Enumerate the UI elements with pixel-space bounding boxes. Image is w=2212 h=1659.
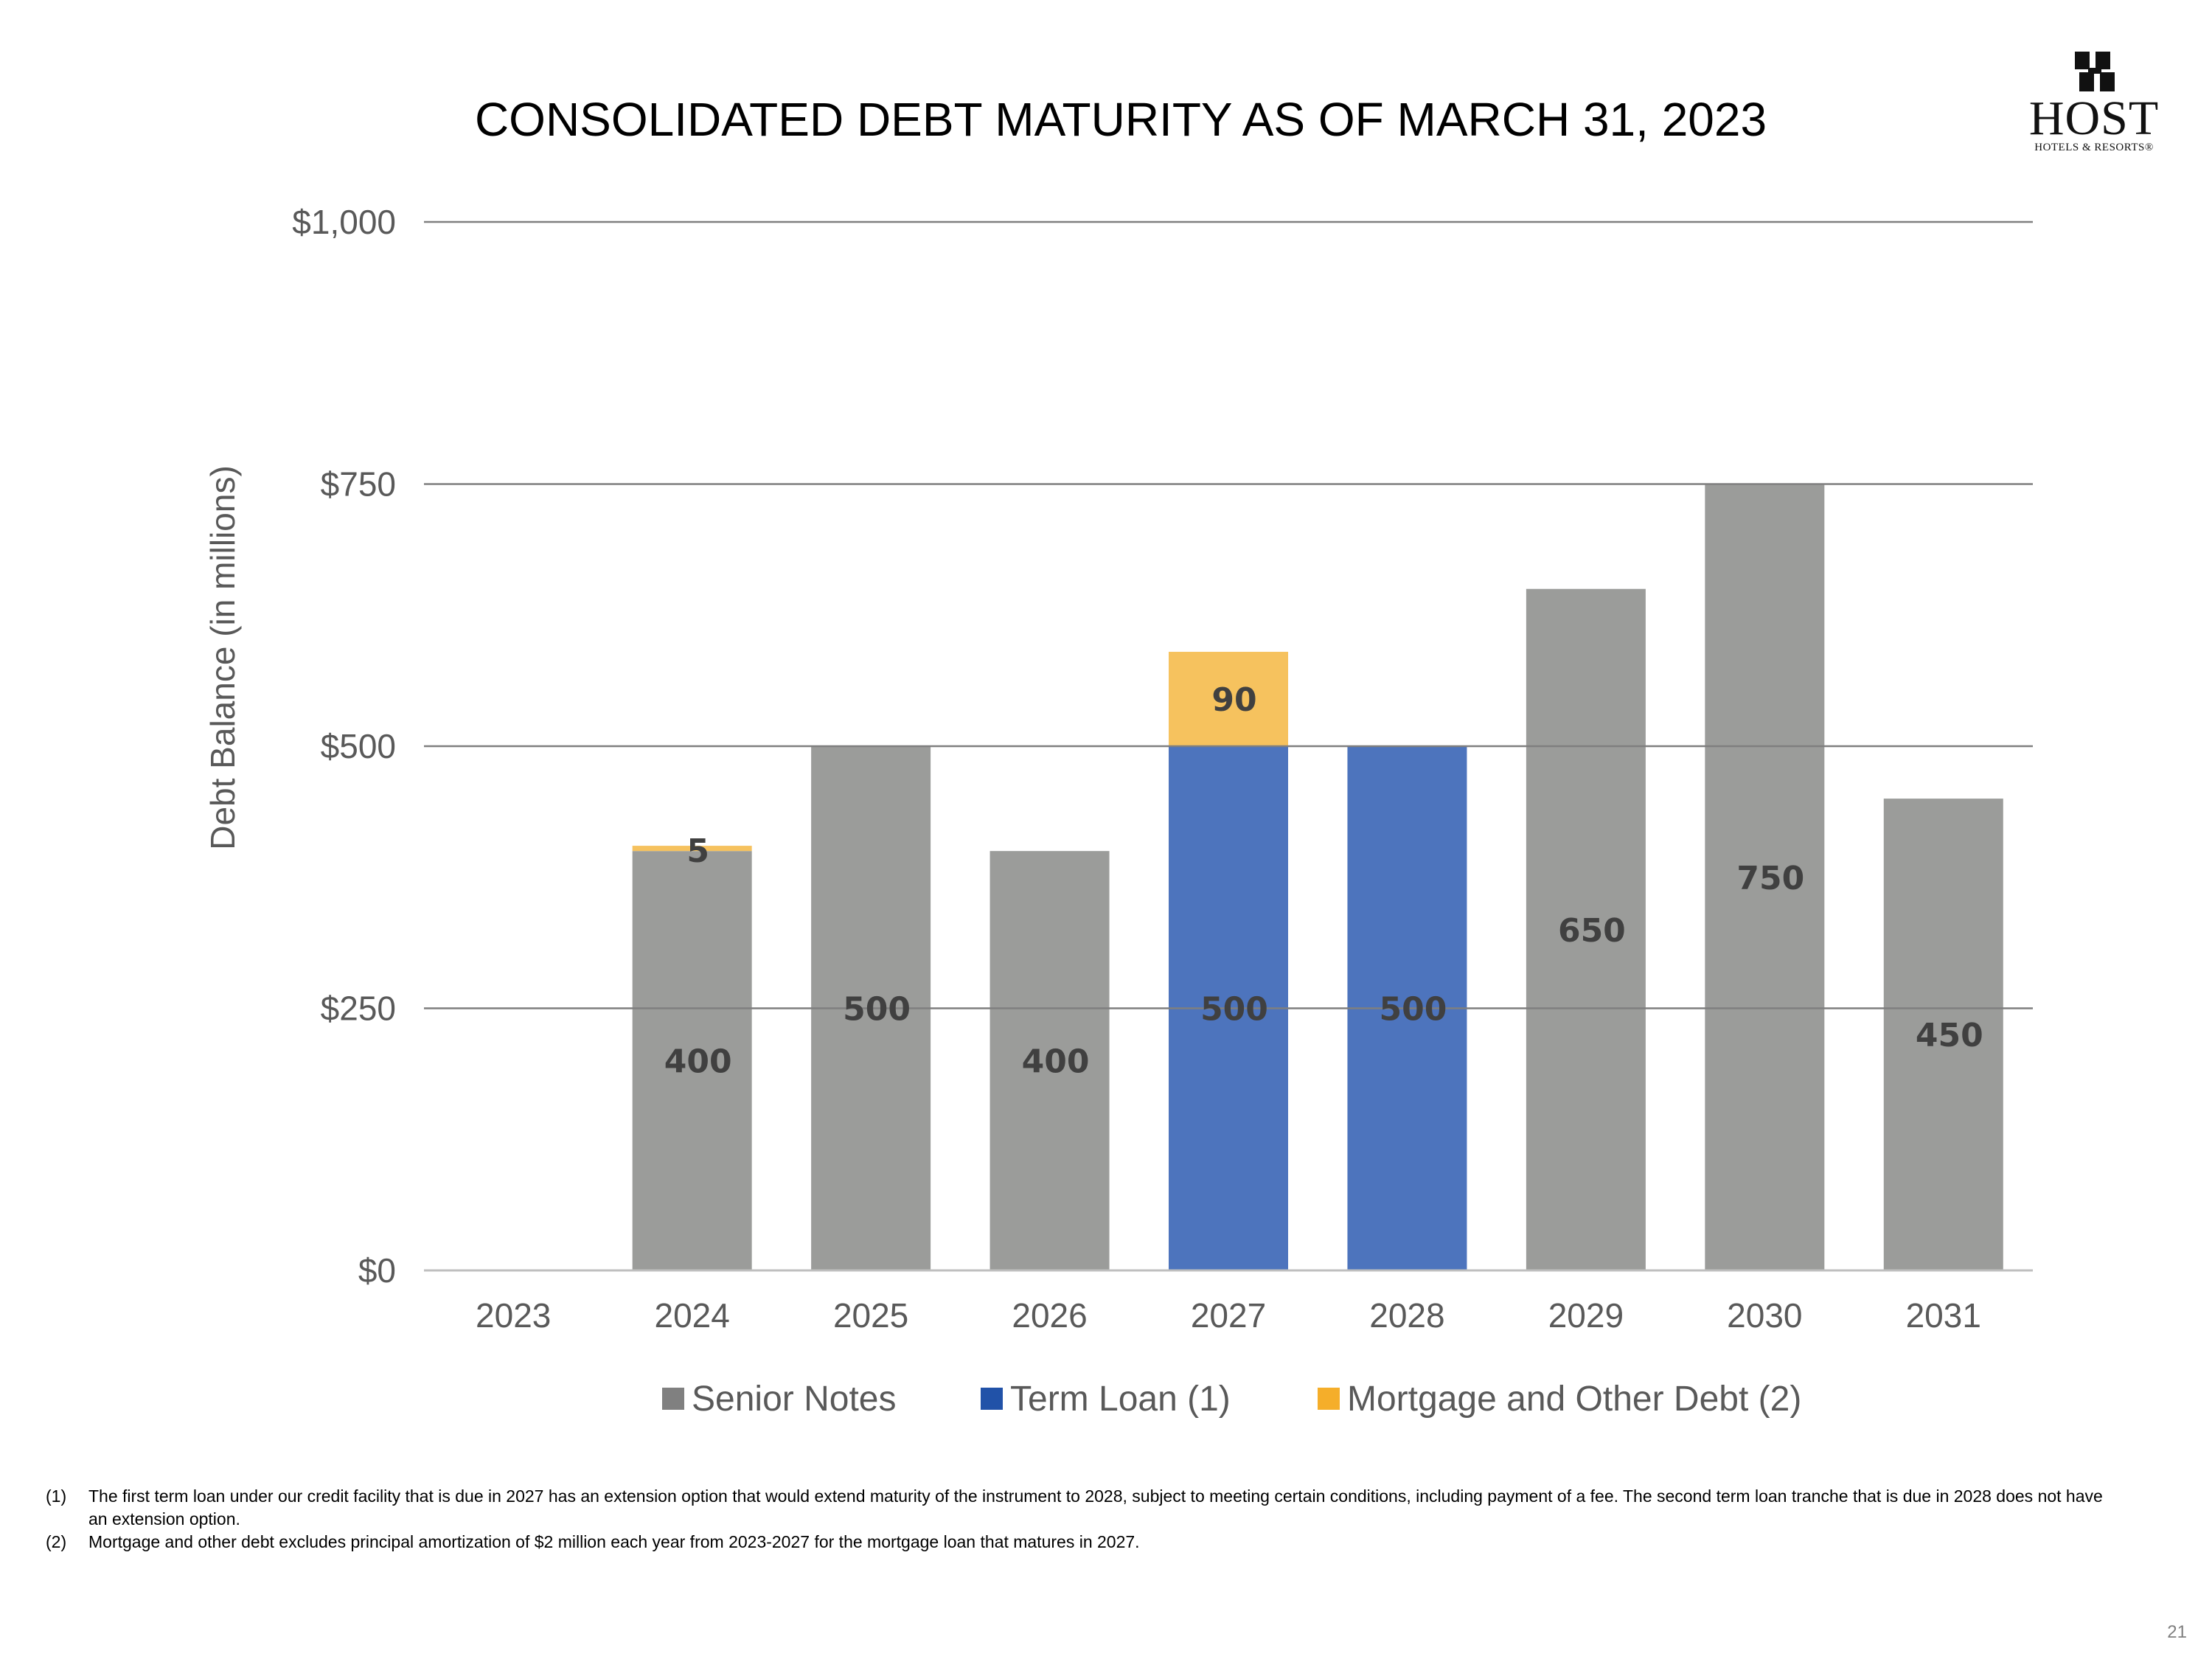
page-title: CONSOLIDATED DEBT MATURITY AS OF MARCH 3… [474,93,1767,146]
x-tick-label: 2029 [1548,1296,1624,1335]
footnote-text: The first term loan under our credit fac… [88,1486,2103,1528]
bar-senior-notes-2024 [632,851,752,1270]
data-label: 500 [1200,991,1268,1029]
bar-senior-notes-2026 [990,851,1110,1270]
footnote-number: (2) [46,1532,67,1551]
x-tick-label: 2030 [1727,1296,1802,1335]
legend-label: Senior Notes [692,1379,897,1419]
data-label: 750 [1736,860,1804,897]
y-tick-label: $0 [358,1251,396,1290]
bar-senior-notes-2030 [1705,484,1825,1270]
legend-label: Term Loan (1) [1010,1379,1231,1419]
footnote-2: (2) Mortgage and other debt excludes pri… [46,1531,2110,1554]
legend-swatch [1318,1388,1340,1410]
footnotes: (1) The first term loan under our credit… [46,1485,2110,1554]
page-number: 21 [2167,1622,2187,1642]
logo-subtitle: HOTELS & RESORTS® [2034,142,2154,153]
legend-swatch [662,1388,684,1410]
host-logo: HOST HOTELS & RESORTS® [2017,52,2179,162]
data-label: 500 [843,991,911,1029]
legend-item: Term Loan (1) [981,1373,1231,1425]
y-tick-label: $500 [321,727,396,765]
footnote-number: (1) [46,1486,67,1506]
host-logo-mark-icon [2075,52,2115,91]
chart-legend: Senior Notes Term Loan (1) Mortgage and Ot… [0,1373,2212,1425]
x-tick-label: 2024 [654,1296,729,1335]
bar-senior-notes-2029 [1526,588,1646,1270]
x-tick-label: 2025 [833,1296,908,1335]
y-tick-label: $250 [321,990,396,1028]
data-label: 650 [1558,912,1626,950]
legend-item: Senior Notes [662,1373,896,1425]
y-tick-label: $1,000 [292,203,396,241]
legend-swatch [981,1388,1003,1410]
x-tick-label: 2026 [1012,1296,1087,1335]
y-tick-label: $750 [321,465,396,504]
footnote-text: Mortgage and other debt excludes princip… [88,1532,1140,1551]
data-label: 90 [1211,681,1256,719]
y-axis-title: Debt Balance (in millions) [204,465,242,850]
data-label: 400 [1022,1043,1090,1081]
x-tick-label: 2023 [476,1296,551,1335]
x-tick-label: 2028 [1369,1296,1444,1335]
data-label: 5 [686,832,709,870]
bar-senior-notes-2031 [1883,799,2003,1270]
x-tick-label: 2031 [1906,1296,1981,1335]
logo-wordmark: HOST [2028,91,2160,145]
bar-mortgage-and-other-debt-2-2024 [632,846,752,852]
data-label: 450 [1916,1017,1983,1054]
footnote-1: (1) The first term loan under our credit… [46,1485,2110,1531]
bar-mortgage-and-other-debt-2-2027 [1169,652,1288,746]
legend-label: Mortgage and Other Debt (2) [1347,1379,1802,1419]
data-label: 500 [1380,991,1447,1029]
x-tick-label: 2027 [1191,1296,1266,1335]
legend-item: Mortgage and Other Debt (2) [1318,1373,1801,1425]
data-label: 400 [664,1043,732,1081]
